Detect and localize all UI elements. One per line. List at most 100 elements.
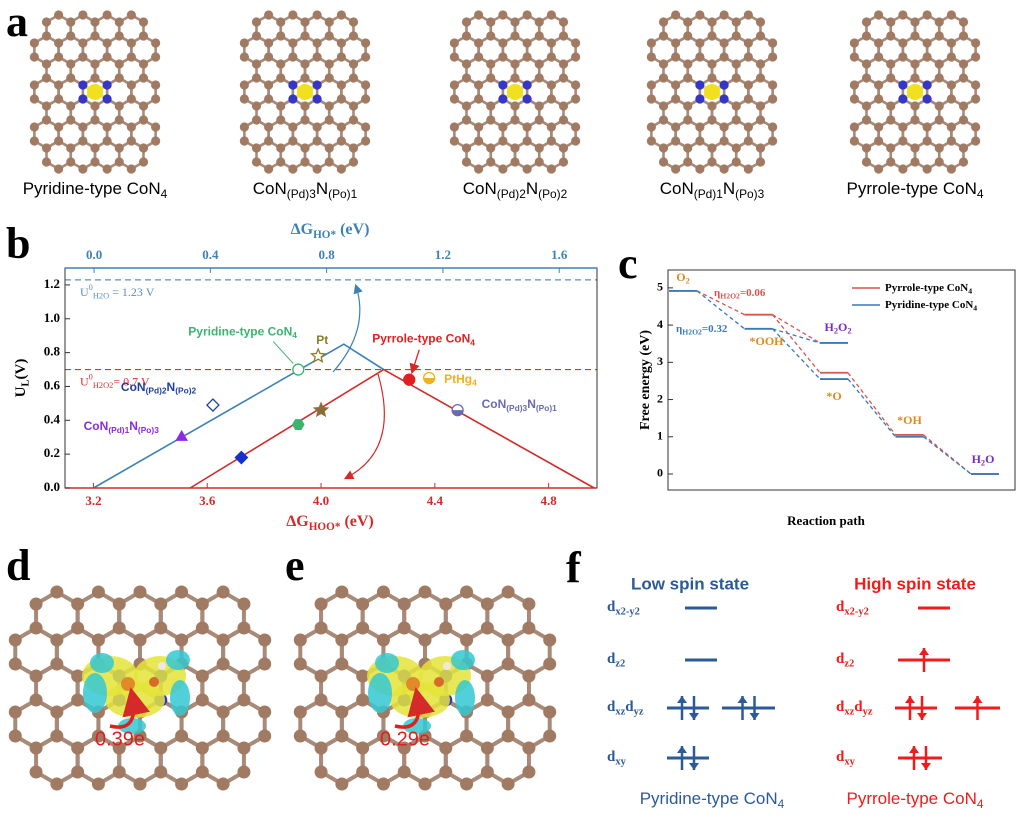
carbon-atom <box>237 693 251 707</box>
carbon-atom <box>314 765 328 779</box>
carbon-atom <box>258 729 272 743</box>
plot-frame <box>667 269 1016 491</box>
carbon-atom <box>112 741 126 755</box>
label-arrow <box>409 349 420 375</box>
carbon-atom <box>683 143 693 153</box>
carbon-atom <box>683 17 693 27</box>
carbon-atom <box>126 136 136 146</box>
carbon-atom <box>348 17 359 27</box>
nitrogen-atom <box>522 80 532 90</box>
text-segment: Pyridine-type CoN <box>640 789 778 808</box>
carbon-atom <box>126 10 136 20</box>
carbon-atom <box>543 705 557 719</box>
carbon-atom <box>29 597 43 611</box>
nitrogen-atom <box>695 80 705 90</box>
panel-label: f <box>566 543 582 592</box>
orbital-label: dxy <box>836 749 856 767</box>
carbon-atom <box>439 621 453 635</box>
carbon-atom <box>898 52 908 62</box>
carbon-atom <box>695 164 705 174</box>
carbon-atom <box>646 122 656 132</box>
y-tick-label: 3 <box>657 354 663 368</box>
carbon-atom <box>361 136 371 146</box>
text-segment: U <box>13 386 29 397</box>
carbon-atom <box>251 73 262 83</box>
carbon-atom <box>264 80 274 90</box>
nitrogen-atom <box>922 94 932 104</box>
carbon-atom <box>522 122 532 132</box>
carbon-atom <box>898 136 908 146</box>
carbon-atom <box>175 633 189 647</box>
data-point <box>234 450 249 465</box>
carbon-atom <box>755 101 766 111</box>
text-segment: CoN <box>463 179 497 198</box>
carbon-atom <box>461 31 472 41</box>
carbon-atom <box>658 59 669 69</box>
text-segment: (Po)3 <box>735 187 764 201</box>
data-point <box>451 404 464 417</box>
data-point <box>403 373 416 386</box>
charge-density <box>90 653 114 673</box>
text-segment: (Pd)1 <box>694 187 723 201</box>
carbon-atom <box>66 59 76 69</box>
carbon-atom <box>29 38 39 48</box>
carbon-atom <box>276 157 286 167</box>
text-segment: =0.32 <box>702 323 728 335</box>
carbon-atom <box>501 633 515 647</box>
carbon-atom <box>755 157 766 167</box>
transfer-arrow <box>109 687 150 729</box>
carbon-atom <box>934 17 944 27</box>
carbon-atom <box>971 80 981 90</box>
nitrogen-atom <box>78 94 88 104</box>
carbon-atom <box>534 59 544 69</box>
carbon-atom <box>971 122 981 132</box>
carbon-atom <box>934 101 944 111</box>
carbon-atom <box>658 143 669 153</box>
carbon-atom <box>558 101 569 111</box>
carbon-atom <box>276 115 286 125</box>
carbon-atom <box>849 80 859 90</box>
carbon-atom <box>768 80 778 90</box>
data-point <box>175 429 188 441</box>
carbon-atom <box>743 10 753 20</box>
carbon-atom <box>112 597 126 611</box>
carbon-atom <box>8 657 22 671</box>
molecule <box>849 10 981 174</box>
carbon-atom <box>175 777 189 791</box>
carbon-atom <box>8 729 22 743</box>
y-tick-label: 0.6 <box>44 377 61 392</box>
carbon-atom <box>348 101 359 111</box>
carbon-atom <box>336 38 346 48</box>
carbon-atom <box>707 143 717 153</box>
x-tick-label: 4.4 <box>427 493 444 508</box>
carbon-atom <box>958 17 969 27</box>
carbon-atom <box>151 52 161 62</box>
text-segment: xz <box>615 707 625 718</box>
carbon-atom <box>461 17 472 27</box>
carbon-atom <box>874 38 884 48</box>
text-segment: 2 <box>981 459 985 468</box>
text-segment: 4 <box>977 187 984 201</box>
carbon-atom <box>126 164 136 174</box>
carbon-atom <box>54 38 64 48</box>
carbon-atom <box>195 669 209 683</box>
connector <box>772 314 821 344</box>
carbon-atom <box>138 59 149 69</box>
carbon-atom <box>486 17 496 27</box>
carbon-atom <box>50 729 64 743</box>
legend-label: Pyrrole-type CoN4 <box>885 282 972 296</box>
carbon-atom <box>195 693 209 707</box>
text-segment: *O <box>826 389 841 403</box>
text-segment: 4 <box>292 330 297 340</box>
carbon-atom <box>324 31 334 41</box>
carbon-atom <box>138 143 149 153</box>
carbon-atom <box>534 115 544 125</box>
carbon-atom <box>29 136 39 146</box>
annotation: ηH2O2=0.06 <box>714 287 766 301</box>
electron-head <box>737 696 748 703</box>
text-segment: L <box>21 379 32 386</box>
carbon-atom <box>251 115 262 125</box>
carbon-atom <box>861 115 872 125</box>
marker-fill <box>452 410 464 416</box>
carbon-atom <box>78 52 88 62</box>
